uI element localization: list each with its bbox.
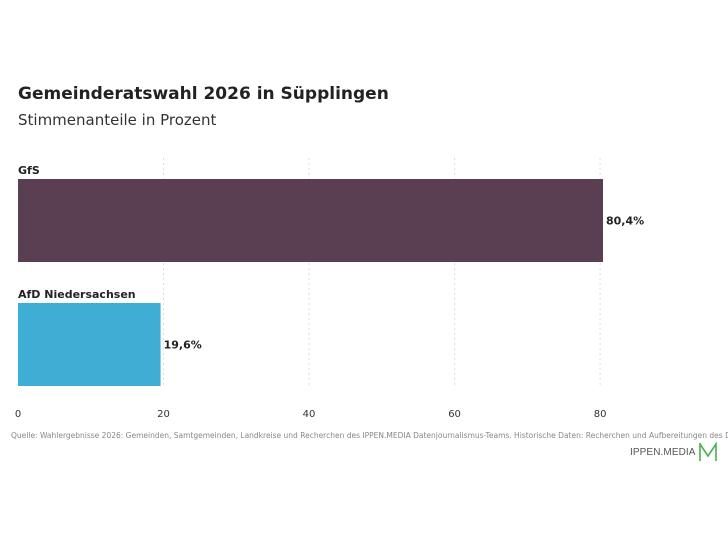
data-label: 19,6%: [164, 339, 202, 352]
category-label: GfS: [18, 164, 40, 177]
chart-title: Gemeinderatswahl 2026 in Süpplingen: [18, 84, 389, 104]
logo-text: IPPEN.MEDIA: [630, 446, 696, 458]
bar: [18, 179, 603, 262]
bar: [18, 303, 161, 386]
x-tick-label: 20: [157, 409, 170, 420]
bar-chart: GfS 80,4% AfD Niedersachsen 19,6% 0 20 40 60 80: [15, 158, 644, 420]
bars: GfS 80,4% AfD Niedersachsen 19,6%: [18, 164, 644, 386]
publisher-logo: IPPEN.MEDIA: [630, 442, 717, 462]
source-note: Quelle: Wahlergebnisse 2026: Gemeinden, …: [11, 431, 728, 440]
x-tick-label: 80: [594, 409, 607, 420]
category-label: AfD Niedersachsen: [18, 288, 136, 301]
x-tick-label: 60: [448, 409, 461, 420]
data-label: 80,4%: [606, 215, 644, 228]
chart-subtitle: Stimmenanteile in Prozent: [18, 111, 217, 129]
x-axis: 0 20 40 60 80: [15, 409, 607, 420]
x-tick-label: 40: [303, 409, 316, 420]
logo-m-icon: [698, 442, 717, 461]
x-tick-label: 0: [15, 409, 21, 420]
gridlines: [163, 158, 601, 388]
